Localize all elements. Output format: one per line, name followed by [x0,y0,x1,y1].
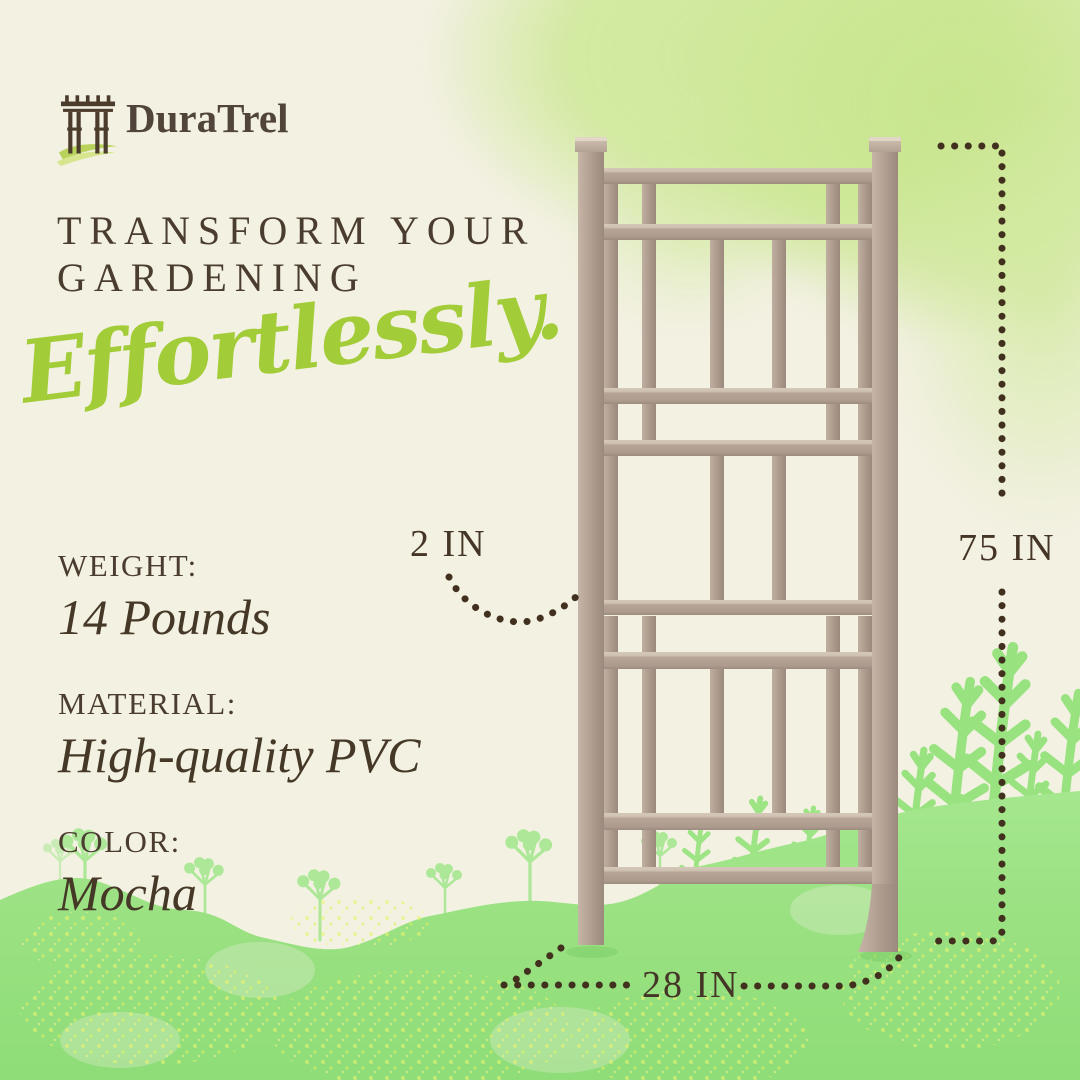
leg-shadow [860,950,912,962]
width-dimension-label: 28 IN [642,964,740,1006]
leg-shadow [566,946,618,958]
spec-material-label: MATERIAL: [58,686,237,721]
headline-line2: GARDENING [57,255,367,301]
watercolor-wash [690,0,1080,340]
height-dimension-line-top [937,142,1006,507]
headline: TRANSFORM YOUR GARDENING [57,207,535,301]
spec-weight: WEIGHT: 14 Pounds [58,548,271,646]
height-dimension-line-bottom [934,588,1006,945]
width-dimension-line-right [740,943,909,990]
spec-color-value: Mocha [58,865,197,921]
thickness-dimension-arc [445,573,588,626]
spec-color-label: COLOR: [58,824,181,859]
brand-name: DuraTrel [126,95,289,141]
width-dimension-line-left [500,944,632,989]
watercolor-wash [880,120,1080,540]
height-dimension-label: 75 IN [958,527,1056,569]
spec-weight-label: WEIGHT: [58,548,198,583]
thickness-dimension-label: 2 IN [410,523,487,565]
spec-color: COLOR: Mocha [58,824,197,922]
headline-line1: TRANSFORM YOUR [57,208,536,253]
spec-material-value: High-quality PVC [58,727,421,783]
spec-material: MATERIAL: High-quality PVC [58,686,420,784]
brand-logo: DuraTrel [56,88,288,166]
arbor-icon [56,95,118,166]
spec-weight-value: 14 Pounds [58,589,271,645]
